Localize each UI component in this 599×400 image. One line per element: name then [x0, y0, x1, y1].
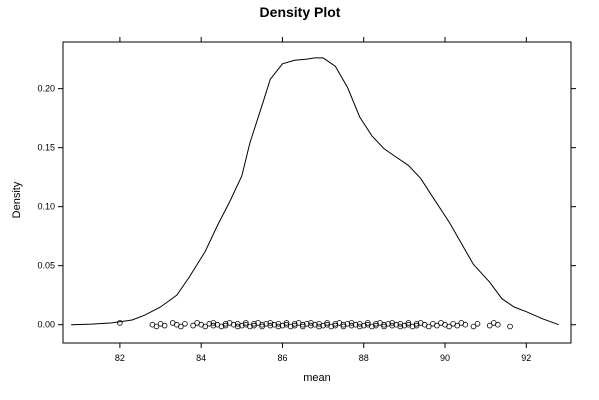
x-tick-label: 84: [196, 353, 206, 363]
rug-point: [190, 322, 196, 329]
rug-point: [389, 322, 395, 329]
rug-point: [222, 321, 229, 327]
x-tick-label: 82: [115, 353, 125, 363]
rug-point: [259, 323, 265, 330]
rug-point: [259, 321, 265, 328]
y-axis-label: Density: [11, 181, 23, 218]
rug-point: [364, 320, 371, 326]
x-tick-label: 90: [440, 353, 450, 363]
rug-point: [267, 322, 274, 329]
rug-point: [316, 323, 322, 330]
rug-point: [202, 323, 209, 330]
rug-point: [287, 323, 294, 330]
rug-point: [340, 321, 347, 328]
rug-point: [308, 322, 314, 329]
x-axis-label: mean: [303, 372, 331, 384]
rug-point: [507, 323, 513, 330]
rug-point: [495, 321, 501, 328]
chart-title: Density Plot: [260, 4, 341, 20]
rug-point: [299, 323, 306, 330]
rug-point: [117, 320, 123, 326]
rug-point: [348, 322, 355, 329]
rug-point: [454, 322, 461, 329]
rug-points: [117, 320, 513, 330]
rug-point: [153, 323, 160, 330]
y-tick-label: 0.05: [37, 261, 55, 271]
x-axis: 82 84 86 88 90 92: [115, 37, 531, 363]
rug-point: [161, 322, 168, 329]
rug-point: [239, 322, 245, 329]
density-line: [71, 57, 559, 326]
rug-point: [251, 322, 257, 329]
rug-point: [291, 322, 298, 329]
rug-point: [328, 323, 335, 330]
rug-point: [356, 323, 363, 330]
rug-point: [405, 320, 412, 326]
rug-point: [486, 322, 493, 329]
rug-point: [381, 321, 387, 328]
plot-panel-border: [62, 41, 572, 344]
rug-point: [251, 321, 257, 327]
rug-point: [234, 323, 241, 330]
rug-point: [222, 322, 229, 329]
rug-point: [381, 323, 387, 330]
rug-point: [474, 321, 481, 327]
y-axis: 0.00 0.05 0.10 0.15 0.20: [37, 84, 576, 330]
y-tick-label: 0.00: [37, 320, 55, 330]
x-tick-label: 92: [521, 353, 531, 363]
x-tick-label: 88: [359, 353, 369, 363]
density-series: [71, 57, 559, 326]
rug-point: [182, 321, 188, 327]
rug-point: [397, 323, 404, 330]
rug-point: [434, 322, 440, 329]
rug-point: [340, 323, 347, 330]
rug-point: [218, 323, 225, 330]
rug-point: [210, 322, 217, 329]
rug-point: [332, 321, 339, 327]
rug-point: [283, 320, 290, 326]
rug-point: [178, 323, 184, 330]
rug-point: [470, 323, 477, 330]
rug-point: [413, 321, 420, 327]
rug-point: [425, 323, 432, 330]
rug-point: [462, 321, 469, 328]
y-tick-label: 0.20: [37, 84, 55, 94]
rug-point: [413, 322, 420, 329]
rug-point: [332, 322, 339, 329]
rug-point: [275, 323, 282, 330]
rug-point: [401, 322, 408, 329]
rug-point: [320, 322, 326, 329]
rug-point: [324, 320, 330, 326]
rug-point: [409, 323, 416, 330]
rug-point: [360, 322, 367, 329]
rug-point: [369, 323, 375, 330]
rug-point: [291, 321, 298, 327]
rug-point: [247, 323, 253, 330]
rug-point: [279, 322, 286, 329]
rug-point: [243, 320, 249, 326]
y-tick-label: 0.10: [37, 202, 55, 212]
rug-point: [446, 323, 452, 330]
y-tick-label: 0.15: [37, 143, 55, 153]
x-tick-label: 86: [277, 353, 287, 363]
rug-point: [373, 321, 379, 327]
rug-point: [373, 322, 379, 329]
rug-point: [299, 321, 306, 328]
